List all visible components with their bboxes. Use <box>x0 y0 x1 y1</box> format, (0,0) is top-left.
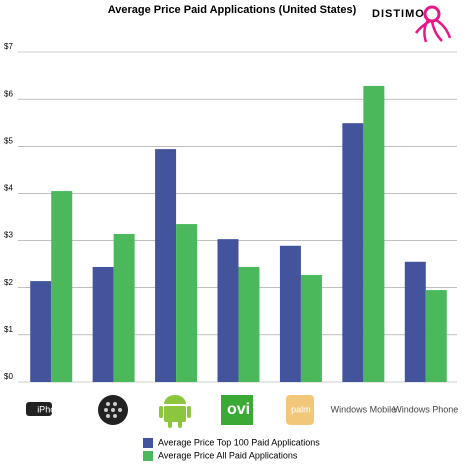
y-tick-label: $5 <box>4 136 13 145</box>
palm-icon-bg <box>286 395 314 425</box>
x-tick-label: palm <box>291 404 311 414</box>
legend-swatch <box>143 451 153 461</box>
y-tick-label: $2 <box>4 278 13 287</box>
bar <box>30 281 52 382</box>
brand-icon <box>414 5 452 43</box>
legend-label: Average Price All Paid Applications <box>158 450 298 460</box>
legend-swatch <box>143 438 153 448</box>
bar <box>51 191 73 382</box>
y-tick-label: $1 <box>4 325 13 334</box>
bar <box>363 85 385 382</box>
bar <box>300 274 322 382</box>
brand: DISTIMO <box>372 8 425 20</box>
bar <box>155 149 177 382</box>
x-tick-label: Windows Phone <box>393 404 458 414</box>
bar <box>404 261 426 382</box>
y-tick-label: $3 <box>4 231 13 240</box>
x-tick-label: ovi <box>227 401 250 418</box>
x-tick-label: iPhone <box>37 404 65 414</box>
bar <box>238 266 260 382</box>
bar <box>176 224 198 382</box>
bar <box>113 233 135 382</box>
chart-title: Average Price Paid Applications (United … <box>108 4 357 16</box>
legend-label: Average Price Top 100 Paid Applications <box>158 437 320 447</box>
bar <box>217 239 239 382</box>
iphone-icon-bg <box>26 402 52 416</box>
bar <box>342 123 364 382</box>
blackberry-icon <box>98 395 128 425</box>
android-icon <box>159 395 191 428</box>
bar <box>92 266 114 382</box>
ovi-icon-bg <box>221 395 253 425</box>
y-tick-label: $6 <box>4 89 13 98</box>
x-tick-label: Windows Mobile <box>331 404 397 414</box>
bar <box>425 290 447 382</box>
y-tick-label: $0 <box>4 372 13 381</box>
bar <box>279 245 301 382</box>
y-tick-label: $7 <box>4 42 13 51</box>
y-tick-label: $4 <box>4 184 13 193</box>
